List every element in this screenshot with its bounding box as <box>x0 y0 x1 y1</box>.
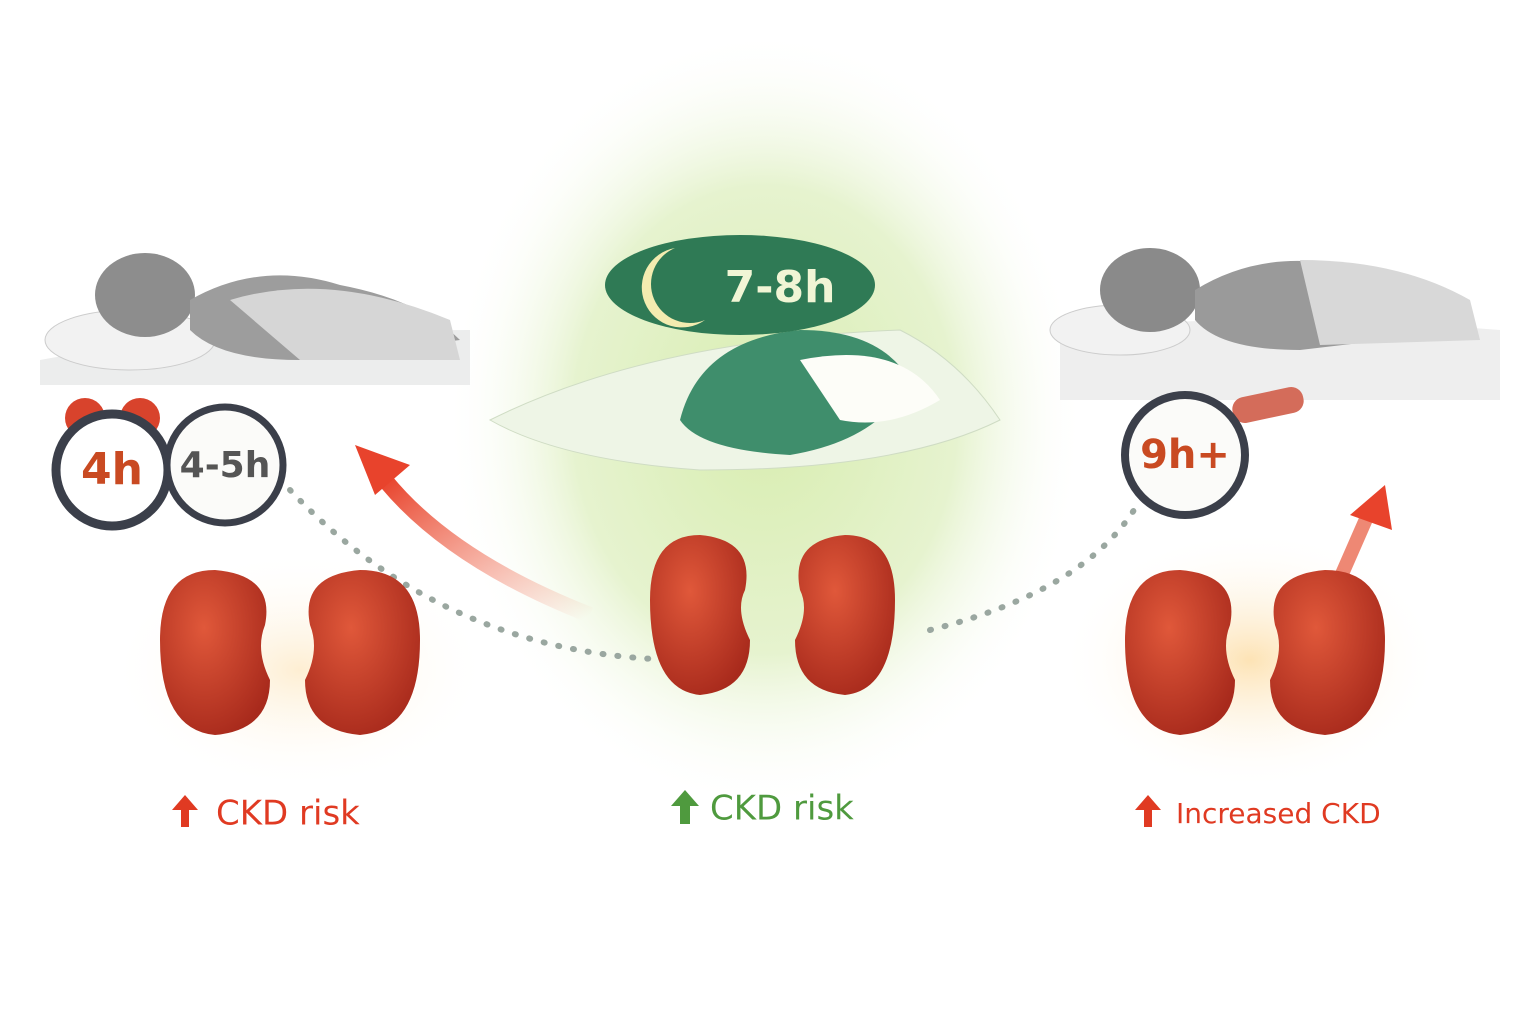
label: CKD risk <box>216 794 360 834</box>
duration: 4-5h <box>180 445 271 486</box>
risk-label: CKD risk <box>172 794 360 834</box>
duration: 4h <box>81 444 143 495</box>
sleeper-right <box>1049 248 1500 400</box>
clock: 4h <box>51 398 173 531</box>
clock: 9h+ <box>1121 387 1304 519</box>
clock: 4-5h <box>163 403 287 527</box>
connector <box>927 497 1143 633</box>
duration: 7-8h <box>725 262 836 313</box>
label: CKD risk <box>710 789 854 829</box>
duration: 9h+ <box>1140 432 1230 478</box>
sleeper-center <box>488 329 1001 471</box>
label: Increased CKD <box>1176 797 1381 830</box>
kidneys <box>160 535 1385 735</box>
risk-label: Increased CKD <box>1135 795 1381 830</box>
risk-label: CKD risk <box>671 789 854 829</box>
sleeper-left <box>40 253 470 385</box>
trend-arrow <box>355 445 593 623</box>
moon-badge: 7-8h <box>605 235 875 335</box>
connector <box>287 487 693 663</box>
